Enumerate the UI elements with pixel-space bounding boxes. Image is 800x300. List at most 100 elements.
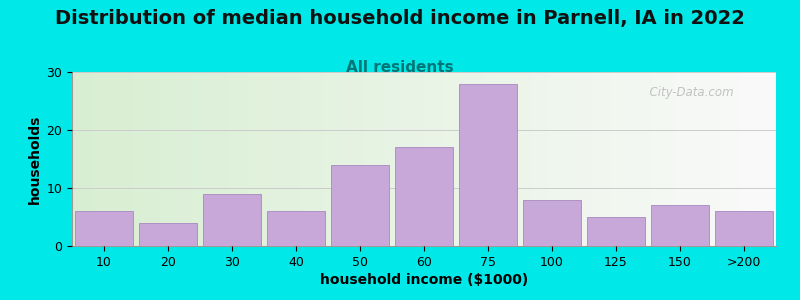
Bar <box>286 72 290 246</box>
Bar <box>568 72 572 246</box>
Bar <box>125 72 128 246</box>
Bar <box>361 72 364 246</box>
Bar <box>751 72 755 246</box>
Bar <box>642 72 646 246</box>
Bar <box>223 72 227 246</box>
Bar <box>82 72 86 246</box>
Bar <box>638 72 642 246</box>
Bar <box>773 72 776 246</box>
Bar <box>403 72 406 246</box>
Bar <box>698 72 702 246</box>
Bar <box>241 72 245 246</box>
Bar <box>607 72 610 246</box>
Bar <box>220 72 223 246</box>
Bar <box>554 72 558 246</box>
Bar <box>322 72 326 246</box>
Bar <box>153 72 157 246</box>
Bar <box>202 194 262 246</box>
Bar <box>188 72 192 246</box>
Bar <box>558 72 562 246</box>
Bar <box>597 72 600 246</box>
Bar <box>650 206 710 246</box>
Bar <box>406 72 410 246</box>
Bar <box>459 72 462 246</box>
Bar <box>466 72 470 246</box>
Bar <box>157 72 160 246</box>
Bar <box>755 72 758 246</box>
Bar <box>621 72 625 246</box>
Bar <box>445 72 449 246</box>
Bar <box>192 72 195 246</box>
Bar <box>346 72 350 246</box>
Bar <box>456 72 459 246</box>
Bar <box>522 72 526 246</box>
Bar <box>374 72 378 246</box>
Bar <box>449 72 452 246</box>
Bar <box>685 72 688 246</box>
Bar <box>304 72 308 246</box>
Bar <box>628 72 632 246</box>
Bar <box>371 72 374 246</box>
Bar <box>709 72 713 246</box>
Bar <box>97 72 100 246</box>
Bar <box>75 72 79 246</box>
Bar <box>526 72 530 246</box>
Bar <box>427 72 431 246</box>
Bar <box>185 72 188 246</box>
Bar <box>610 72 614 246</box>
Bar <box>202 72 206 246</box>
Bar <box>656 72 660 246</box>
Bar <box>146 72 150 246</box>
Bar <box>670 72 674 246</box>
Bar <box>301 72 304 246</box>
Bar <box>618 72 621 246</box>
Bar <box>562 72 565 246</box>
Bar <box>138 223 198 246</box>
Bar <box>681 72 685 246</box>
Bar <box>509 72 512 246</box>
Bar <box>600 72 603 246</box>
Bar <box>650 72 653 246</box>
Bar <box>417 72 421 246</box>
Bar <box>170 72 174 246</box>
Bar <box>667 72 670 246</box>
Bar <box>266 72 269 246</box>
Bar <box>748 72 751 246</box>
Bar <box>160 72 163 246</box>
Bar <box>734 72 738 246</box>
Bar <box>575 72 579 246</box>
Bar <box>487 72 491 246</box>
Bar <box>93 72 97 246</box>
Bar <box>744 72 748 246</box>
Bar <box>491 72 494 246</box>
Bar <box>462 72 466 246</box>
Bar <box>213 72 216 246</box>
Bar <box>368 72 371 246</box>
Bar <box>758 72 762 246</box>
Bar <box>251 72 255 246</box>
Bar <box>494 72 498 246</box>
Bar <box>210 72 213 246</box>
Bar <box>582 72 586 246</box>
Bar <box>245 72 248 246</box>
Bar <box>646 72 650 246</box>
Bar <box>230 72 234 246</box>
Bar <box>195 72 198 246</box>
Bar <box>258 72 262 246</box>
Bar <box>590 72 593 246</box>
Bar <box>142 72 146 246</box>
Bar <box>586 72 590 246</box>
Bar <box>762 72 766 246</box>
Bar <box>614 72 618 246</box>
Bar <box>90 72 93 246</box>
Bar <box>396 72 399 246</box>
Bar <box>339 72 343 246</box>
Bar <box>452 72 456 246</box>
Bar <box>308 72 311 246</box>
Bar <box>343 72 346 246</box>
Bar <box>114 72 118 246</box>
Bar <box>110 72 114 246</box>
Bar <box>540 72 544 246</box>
Bar <box>315 72 318 246</box>
Bar <box>663 72 667 246</box>
